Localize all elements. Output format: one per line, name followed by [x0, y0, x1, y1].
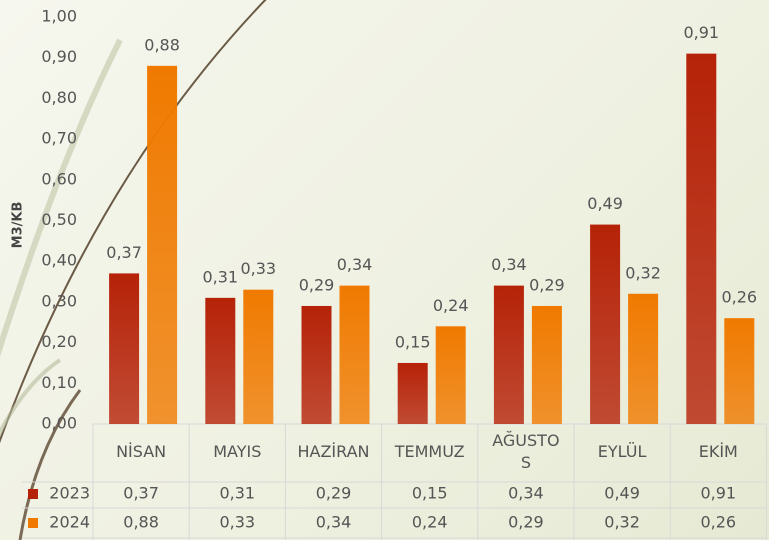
- data-label: 0,33: [240, 259, 276, 278]
- table-cell: 0,33: [219, 513, 255, 532]
- y-tick-label: 0,60: [41, 169, 77, 188]
- data-label: 0,32: [625, 263, 661, 282]
- y-tick-label: 0,40: [41, 251, 77, 270]
- bar: [339, 285, 370, 424]
- decoration: [0, 0, 267, 540]
- y-axis-label: M3/KB: [11, 202, 26, 249]
- y-tick-label: 1,00: [41, 7, 77, 26]
- table-cell: 0,31: [219, 484, 255, 503]
- bar: [590, 224, 621, 424]
- data-label: 0,88: [144, 35, 180, 54]
- y-tick-label: 0,10: [41, 373, 77, 392]
- table-cell: 0,29: [316, 484, 352, 503]
- data-label: 0,91: [683, 23, 719, 42]
- data-label: 0,34: [337, 255, 373, 274]
- table-cell: 0,26: [700, 513, 736, 532]
- y-tick-label: 0,90: [41, 47, 77, 66]
- legend-key: [28, 489, 38, 499]
- bar: [493, 285, 524, 424]
- x-tick-label: MAYIS: [213, 442, 262, 461]
- data-label: 0,34: [491, 255, 527, 274]
- bar: [301, 305, 332, 424]
- x-tick-label: NİSAN: [116, 442, 167, 461]
- legend-label: 2024: [49, 513, 90, 532]
- data-label: 0,29: [299, 275, 335, 294]
- bar: [397, 362, 428, 424]
- data-label: 0,49: [587, 194, 623, 213]
- y-tick-label: 0,30: [41, 291, 77, 310]
- bar: [724, 318, 755, 424]
- bar: [531, 305, 562, 424]
- data-label: 0,15: [395, 332, 431, 351]
- bar: [243, 289, 274, 424]
- table-cell: 0,15: [412, 484, 448, 503]
- table-cell: 0,88: [123, 513, 159, 532]
- bar: [109, 273, 140, 424]
- bar: [628, 293, 659, 424]
- table-cell: 0,49: [604, 484, 640, 503]
- y-tick-label: 0,50: [41, 210, 77, 229]
- data-label: 0,37: [106, 243, 142, 262]
- table-cell: 0,37: [123, 484, 159, 503]
- data-label: 0,31: [202, 267, 238, 286]
- x-tick-label: TEMMUZ: [394, 442, 465, 461]
- x-tick-label: EKİM: [698, 442, 738, 461]
- data-label: 0,24: [433, 296, 469, 315]
- data-label: 0,26: [721, 288, 757, 307]
- table-cell: 0,32: [604, 513, 640, 532]
- table-cell: 0,34: [316, 513, 352, 532]
- bar: [435, 326, 466, 424]
- bar: [147, 65, 178, 424]
- legend-label: 2023: [49, 484, 90, 503]
- y-tick-label: 0,80: [41, 88, 77, 107]
- x-tick-label: EYLÜL: [597, 442, 647, 461]
- bar: [686, 53, 717, 424]
- table-cell: 0,91: [700, 484, 736, 503]
- x-tick-label: HAZİRAN: [297, 442, 370, 461]
- x-tick-label: AĞUSTOS: [492, 431, 560, 472]
- table-cell: 0,34: [508, 484, 544, 503]
- legend-key: [28, 518, 38, 528]
- y-tick-label: 0,70: [41, 129, 77, 148]
- y-tick-label: 0,20: [41, 332, 77, 351]
- data-label: 0,29: [529, 275, 565, 294]
- y-tick-label: 0,00: [41, 414, 77, 433]
- table-cell: 0,24: [412, 513, 448, 532]
- bar: [205, 297, 236, 424]
- table-cell: 0,29: [508, 513, 544, 532]
